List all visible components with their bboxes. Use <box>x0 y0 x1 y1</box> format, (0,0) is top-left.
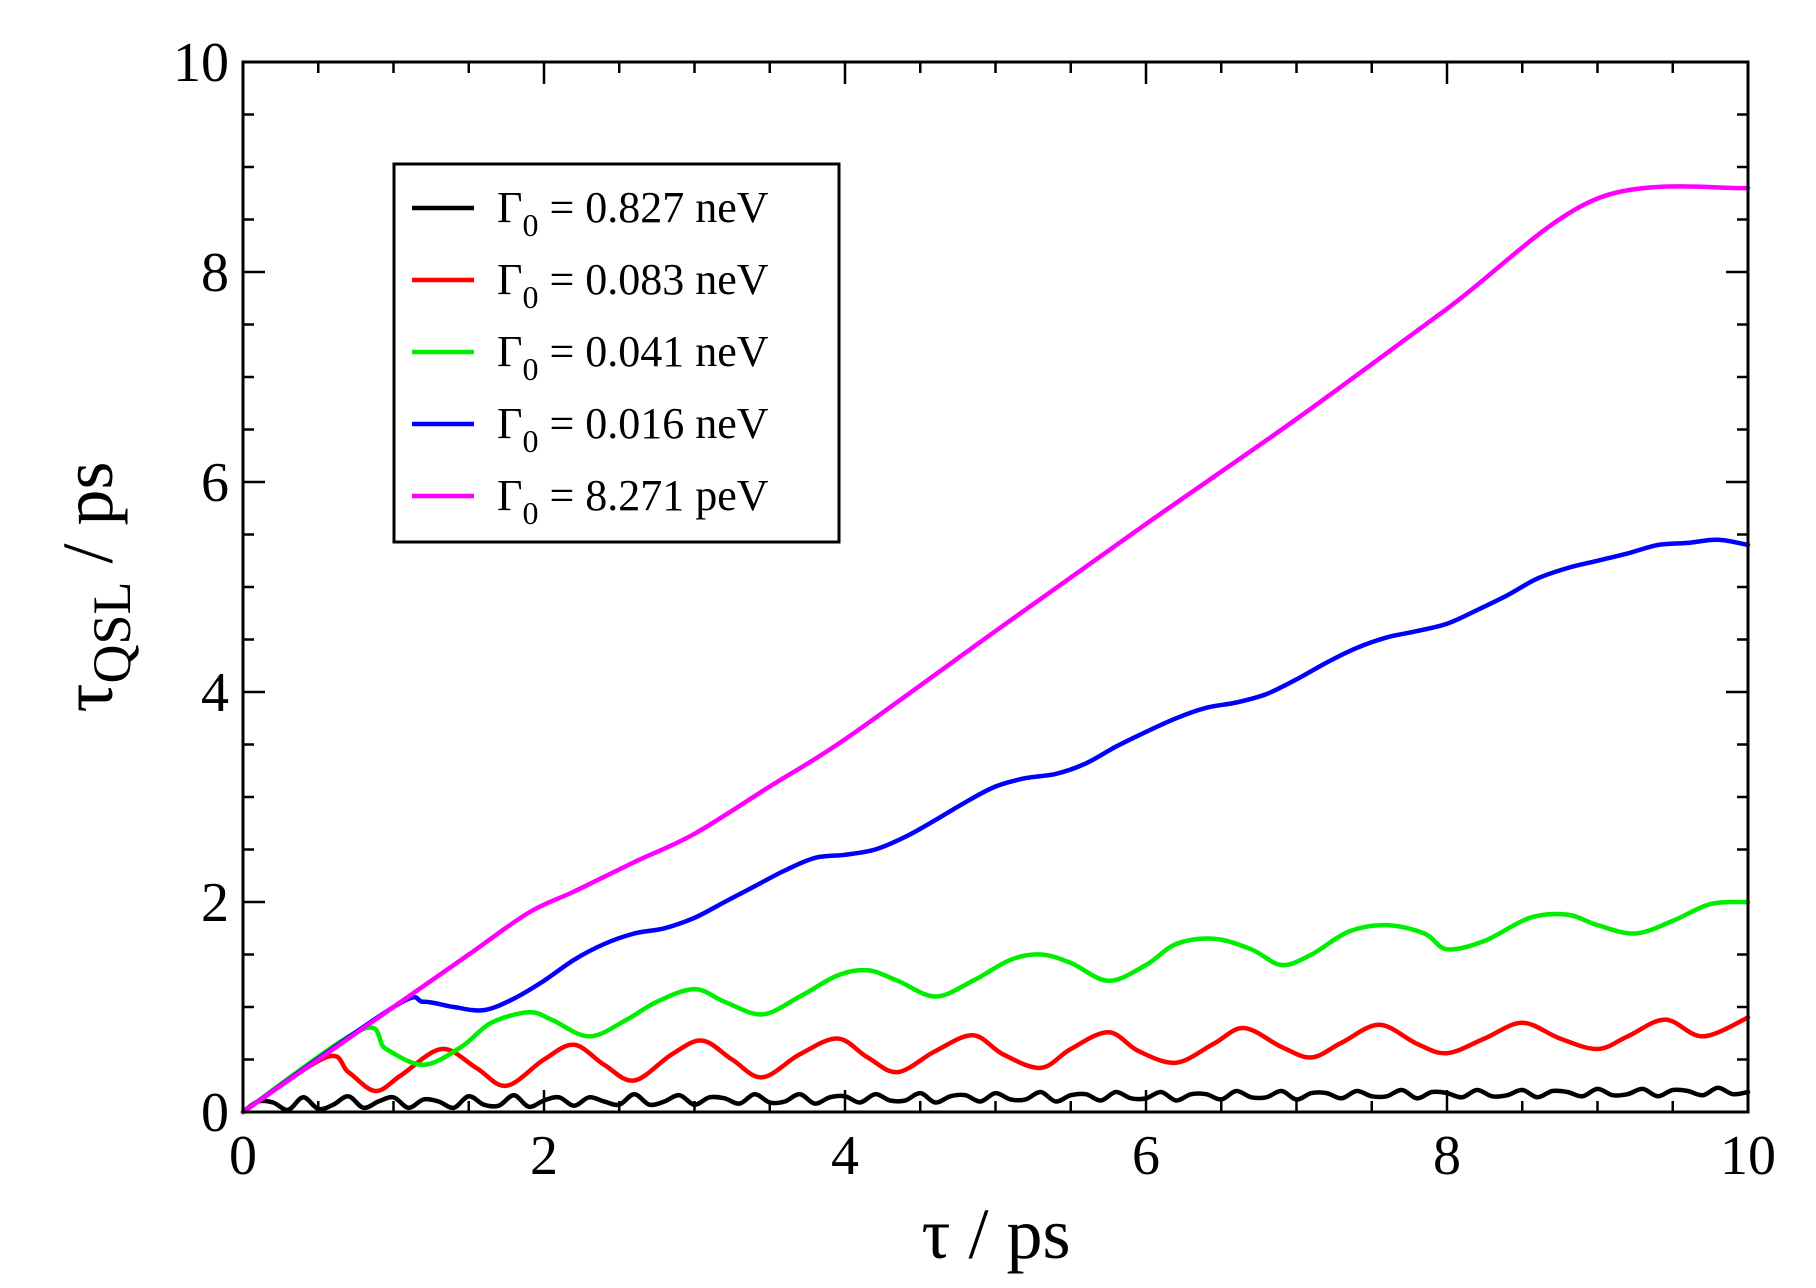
legend-label-4: Γ0 = 8.271 peV <box>497 471 769 531</box>
legend-label-3: Γ0 = 0.016 neV <box>497 399 769 459</box>
tick-labels: 0 2 4 6 8 10 0 2 4 6 8 10 <box>173 32 1776 1187</box>
x-tick-label: 6 <box>1132 1125 1160 1187</box>
series-line-1 <box>240 1015 1751 1115</box>
legend-label-0: Γ0 = 0.827 neV <box>497 183 769 243</box>
plot-frame <box>241 60 1750 1114</box>
y-tick-label: 6 <box>201 452 229 514</box>
y-tick-label: 10 <box>173 32 229 94</box>
y-tick-label: 2 <box>201 872 229 934</box>
x-axis-label: τ / ps <box>922 1194 1071 1274</box>
x-tick-label: 4 <box>831 1125 859 1187</box>
y-tick-label: 0 <box>201 1082 229 1144</box>
legend-label-1: Γ0 = 0.083 neV <box>497 255 769 315</box>
y-tick-label: 8 <box>201 242 229 304</box>
legend: Γ0 = 0.827 neV Γ0 = 0.083 neV Γ0 = 0.041 n… <box>392 162 841 544</box>
x-tick-label: 2 <box>530 1125 558 1187</box>
legend-entries: Γ0 = 0.827 neV Γ0 = 0.083 neV Γ0 = 0.041 n… <box>412 183 769 531</box>
series-line-0 <box>240 1085 1751 1115</box>
x-tick-label: 8 <box>1433 1125 1461 1187</box>
x-tick-label: 10 <box>1720 1125 1776 1187</box>
y-axis-label: τQSL / ps <box>48 462 142 713</box>
x-tick-label: 0 <box>229 1125 257 1187</box>
series-line-3 <box>240 537 1751 1115</box>
legend-label-2: Γ0 = 0.041 neV <box>497 327 769 387</box>
series-lines <box>240 184 1751 1115</box>
y-tick-label: 4 <box>201 662 229 724</box>
series-line-4 <box>240 184 1751 1115</box>
series-line-2 <box>240 899 1751 1115</box>
